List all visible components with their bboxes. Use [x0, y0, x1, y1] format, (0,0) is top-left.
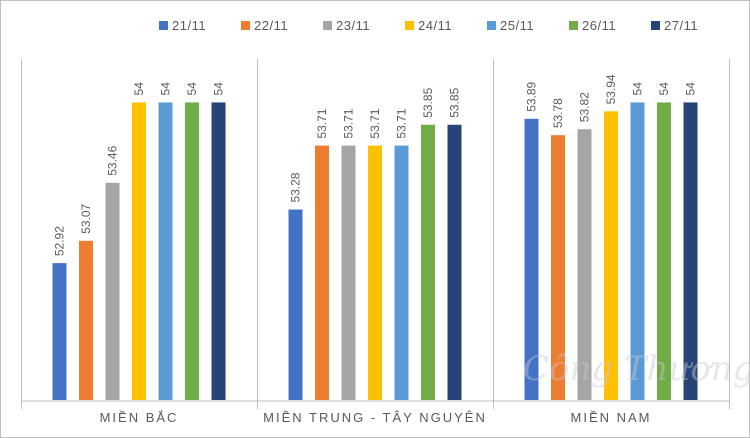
bar-27/11: [211, 102, 226, 400]
legend-label: 23/11: [336, 18, 370, 33]
bar-21/11: [524, 118, 539, 401]
bar-23/11: [105, 182, 120, 400]
bar-26/11: [657, 102, 671, 400]
data-label: 53.82: [578, 92, 592, 122]
legend-swatch-21/11: [159, 21, 168, 30]
bar-21/11: [288, 209, 303, 400]
data-label: 53.28: [289, 172, 303, 202]
legend-swatch-22/11: [241, 21, 250, 30]
data-label: 54: [159, 82, 173, 96]
legend-swatch-26/11: [569, 21, 578, 30]
bar-25/11: [630, 102, 645, 400]
bar-24/11: [132, 102, 146, 400]
watermark-logo: Công Thương: [523, 349, 750, 389]
value-labels: 52.92 53.07 53.46 54 54 54 54 53.28 53.71 53.71 53…: [53, 74, 698, 256]
bar-24/11: [368, 145, 382, 400]
legend-label: 22/11: [254, 18, 288, 33]
bar-22/11: [551, 135, 565, 401]
data-label: 54: [132, 82, 146, 96]
data-label: 53.71: [395, 108, 409, 138]
bar-26/11: [185, 102, 199, 400]
legend-swatch-23/11: [323, 21, 332, 30]
data-label: 53.94: [604, 74, 618, 104]
data-label: 54: [631, 82, 645, 96]
bar-25/11: [158, 102, 173, 400]
legend-swatch-24/11: [405, 21, 414, 30]
data-label: 53.85: [448, 87, 462, 117]
bar-26/11: [421, 124, 435, 400]
axes: [21, 59, 730, 409]
legend: 21/11 22/11 23/11 24/11 25/11 26/11 27/11: [159, 18, 698, 33]
data-label: 54: [657, 82, 671, 96]
legend-label: 27/11: [664, 18, 698, 33]
bar-22/11: [79, 240, 93, 400]
legend-label: 25/11: [500, 18, 534, 33]
legend-swatch-27/11: [651, 21, 660, 30]
data-label: 53.85: [421, 87, 435, 117]
bar-22/11: [315, 145, 329, 400]
category-label: MIỀN NAM: [571, 410, 652, 425]
bar-23/11: [341, 145, 356, 400]
data-label: 53.07: [79, 203, 93, 233]
category-label: MIỀN TRUNG - TÂY NGUYÊN: [263, 410, 487, 425]
bar-25/11: [394, 145, 409, 400]
legend-label: 21/11: [172, 18, 206, 33]
data-label: 53.71: [368, 108, 382, 138]
legend-label: 24/11: [418, 18, 452, 33]
data-label: 53.78: [551, 98, 565, 128]
data-label: 54: [684, 82, 698, 96]
category-label: MIỀN BẮC: [100, 410, 179, 425]
category-labels: MIỀN BẮC MIỀN TRUNG - TÂY NGUYÊN MIỀN NAM: [100, 410, 652, 425]
bar-24/11: [604, 111, 618, 401]
bar-21/11: [52, 263, 67, 400]
legend-label: 26/11: [582, 18, 616, 33]
data-label: 53.46: [106, 145, 120, 175]
bars: [52, 102, 698, 401]
bar-27/11: [447, 124, 462, 400]
data-label: 52.92: [53, 226, 67, 256]
data-label: 54: [212, 82, 226, 96]
data-label: 54: [185, 82, 199, 96]
data-label: 53.71: [315, 108, 329, 138]
data-label: 53.71: [342, 108, 356, 138]
legend-swatch-25/11: [487, 21, 496, 30]
bar-23/11: [577, 129, 592, 400]
bar-27/11: [683, 102, 698, 400]
data-label: 53.89: [525, 81, 539, 111]
